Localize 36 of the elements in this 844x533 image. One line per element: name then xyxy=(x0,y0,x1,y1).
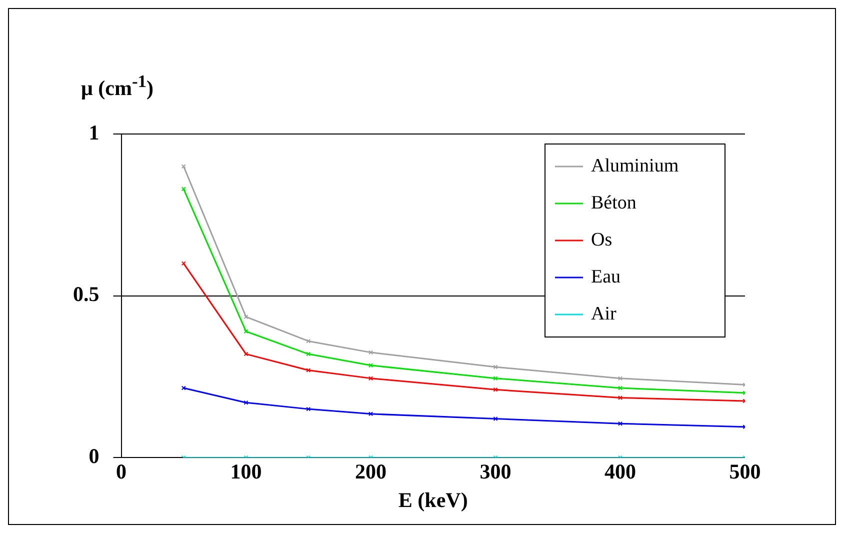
point xyxy=(618,421,623,426)
point xyxy=(244,329,248,334)
point xyxy=(244,352,248,356)
point xyxy=(493,364,498,370)
y-tick-label: 1 xyxy=(88,120,100,144)
point xyxy=(618,395,623,400)
legend-label: Os xyxy=(591,229,612,250)
x-tick-label: 300 xyxy=(480,460,512,484)
point xyxy=(306,352,311,356)
point xyxy=(368,412,374,416)
point xyxy=(368,363,374,368)
point xyxy=(244,400,248,405)
point xyxy=(306,406,311,412)
x-tick-label: 0 xyxy=(116,460,126,484)
point xyxy=(618,386,623,390)
y-tick-label: 0.5 xyxy=(73,282,100,306)
x-axis-title: E (keV) xyxy=(398,488,468,512)
y-tick-label: 0 xyxy=(88,444,100,468)
point xyxy=(493,376,498,381)
point xyxy=(493,416,498,422)
legend-label: Aluminium xyxy=(591,155,679,176)
legend-label: Béton xyxy=(591,192,637,214)
point xyxy=(306,338,311,344)
x-tick-label: 500 xyxy=(729,460,761,484)
point xyxy=(493,387,498,392)
point xyxy=(368,376,374,381)
legend-label: Air xyxy=(591,303,617,324)
point xyxy=(244,314,248,320)
legend-label: Eau xyxy=(591,266,622,288)
x-tick-label: 400 xyxy=(604,460,636,484)
point xyxy=(368,350,374,355)
y-axis-title: μ (cm$^{-1}$) xyxy=(81,71,154,101)
point xyxy=(618,376,623,381)
x-tick-label: 100 xyxy=(230,460,262,484)
point xyxy=(306,368,311,372)
x-tick-label: 200 xyxy=(355,460,386,484)
